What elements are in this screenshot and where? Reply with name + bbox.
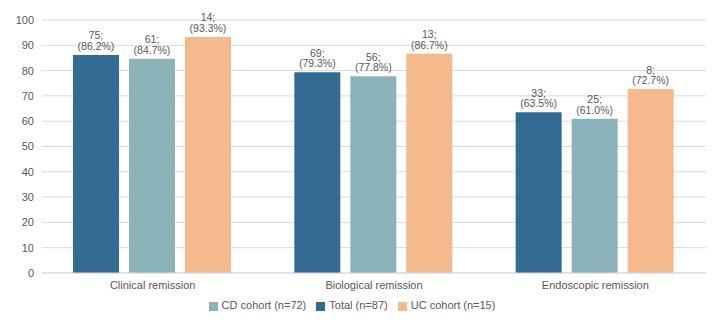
svg-text:40: 40	[22, 166, 34, 178]
svg-text:50: 50	[22, 140, 34, 152]
svg-text:100: 100	[16, 14, 34, 26]
svg-text:70: 70	[22, 90, 34, 102]
svg-text:61;(84.7%): 61;(84.7%)	[134, 33, 171, 56]
svg-text:56;(77.8%): 56;(77.8%)	[355, 51, 392, 74]
svg-text:30: 30	[22, 191, 34, 203]
svg-text:Clinical remission: Clinical remission	[110, 279, 196, 291]
svg-text:80: 80	[22, 65, 34, 77]
svg-text:25;(61.0%): 25;(61.0%)	[576, 93, 613, 116]
svg-text:Endoscopic remission: Endoscopic remission	[542, 279, 649, 291]
svg-text:33;(63.5%): 33;(63.5%)	[520, 87, 557, 110]
html-text:Total (n=87): Total (n=87)	[329, 299, 388, 311]
svg-text:14;(93.3%): 14;(93.3%)	[190, 11, 227, 34]
html-text:UC cohort (n=15): UC cohort (n=15)	[410, 299, 496, 311]
svg-text:90: 90	[22, 39, 34, 51]
svg-text:13;(86.7%): 13;(86.7%)	[411, 28, 448, 51]
svg-text:60: 60	[22, 115, 34, 127]
svg-text:69;(79.3%): 69;(79.3%)	[299, 47, 336, 70]
svg-text:10: 10	[22, 242, 34, 254]
svg-text:8;(72.7%): 8;(72.7%)	[632, 64, 669, 87]
html-text:CD cohort (n=72): CD cohort (n=72)	[221, 299, 307, 311]
svg-text:Biological remission: Biological remission	[325, 279, 422, 291]
svg-text:75;(86.2%): 75;(86.2%)	[78, 29, 115, 52]
svg-text:20: 20	[22, 216, 34, 228]
svg-text:0: 0	[28, 267, 34, 279]
